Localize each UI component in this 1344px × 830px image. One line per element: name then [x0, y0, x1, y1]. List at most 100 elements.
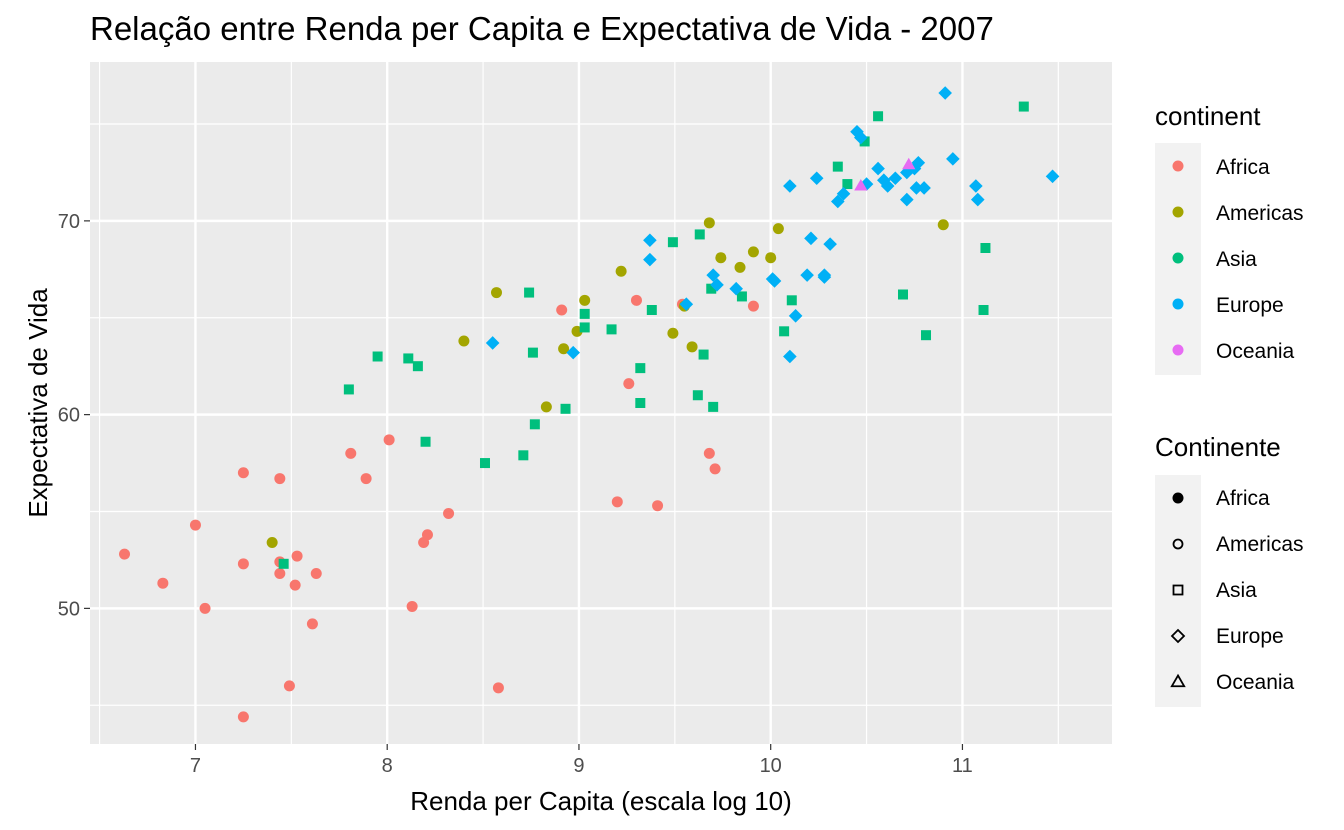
point-africa	[611, 496, 623, 508]
point-africa	[306, 618, 318, 630]
point-europe	[783, 349, 797, 364]
point-asia	[779, 326, 790, 337]
point-africa	[289, 579, 301, 591]
point-europe	[823, 237, 837, 251]
point-oceania	[854, 179, 868, 191]
point-americas	[734, 261, 746, 273]
point-asia	[343, 384, 354, 395]
point-asia	[859, 136, 870, 147]
shape-legend-label-asia: Asia	[1216, 579, 1257, 602]
point-europe	[911, 155, 926, 170]
point-americas	[266, 537, 278, 548]
color-legend-key-asia	[1172, 252, 1184, 264]
color-legend-label-oceania: Oceania	[1216, 340, 1295, 363]
point-europe	[729, 281, 743, 296]
x-tick-label: 8	[382, 755, 393, 777]
point-europe	[800, 268, 814, 282]
point-asia	[698, 349, 709, 360]
point-asia	[786, 295, 797, 306]
y-tick-label: 50	[58, 598, 80, 620]
x-tick-label: 7	[190, 755, 201, 777]
point-americas	[615, 265, 627, 277]
point-asia	[897, 289, 908, 300]
point-africa	[189, 519, 201, 531]
shape-legend: Continente Africa Americas Asia Europe O…	[1155, 432, 1304, 707]
point-africa	[310, 568, 322, 579]
point-asia	[694, 229, 705, 240]
point-africa	[237, 467, 249, 479]
point-asia	[606, 324, 617, 335]
point-americas	[772, 223, 784, 235]
point-oceania	[902, 157, 916, 170]
point-asia	[980, 243, 991, 253]
y-tick-label: 60	[58, 405, 80, 427]
point-europe	[783, 179, 797, 193]
point-americas	[686, 341, 698, 353]
point-africa	[406, 600, 418, 612]
point-europe	[854, 130, 868, 145]
point-africa	[291, 550, 303, 562]
color-legend-label-americas: Americas	[1216, 202, 1304, 225]
point-americas	[540, 401, 552, 413]
point-europe	[836, 186, 851, 201]
point-asia	[524, 287, 535, 298]
x-axis-title: Renda per Capita (escala log 10)	[410, 786, 792, 816]
shape-legend-key-asia	[1172, 584, 1184, 596]
point-asia	[278, 558, 289, 569]
point-asia	[403, 353, 414, 364]
point-americas	[667, 327, 679, 339]
point-africa	[283, 680, 295, 692]
point-asia	[706, 283, 717, 294]
point-asia	[646, 305, 657, 315]
point-africa	[747, 300, 759, 312]
point-asia	[560, 403, 571, 414]
point-europe	[1045, 169, 1060, 184]
point-africa	[492, 682, 504, 694]
point-africa	[157, 577, 169, 589]
point-europe	[767, 274, 782, 288]
point-africa	[443, 507, 455, 519]
point-europe	[809, 171, 824, 186]
point-asia	[1018, 101, 1029, 112]
y-tick-label: 70	[58, 211, 80, 233]
point-asia	[921, 330, 932, 341]
point-asia	[842, 179, 853, 190]
point-europe	[909, 181, 924, 195]
point-europe	[850, 124, 864, 139]
point-americas	[765, 252, 777, 264]
point-europe	[710, 278, 724, 292]
point-asia	[692, 390, 703, 401]
point-asia	[635, 398, 646, 408]
point-asia	[708, 401, 719, 412]
point-europe	[817, 270, 832, 284]
shape-legend-title: Continente	[1155, 432, 1281, 462]
point-europe	[566, 345, 580, 360]
point-africa	[360, 473, 372, 485]
shape-legend-key-americas	[1172, 538, 1184, 550]
shape-legend-key-background	[1155, 475, 1201, 707]
color-legend-key-europe	[1172, 298, 1184, 310]
point-europe	[900, 165, 914, 180]
color-legend-title: continent	[1155, 101, 1261, 131]
color-legend: continent Africa Americas Asia Europe Oc…	[1155, 101, 1304, 375]
point-europe	[917, 181, 931, 195]
point-europe	[871, 161, 885, 176]
shape-legend-label-americas: Americas	[1216, 533, 1304, 556]
x-tick-label: 9	[573, 755, 584, 777]
point-africa	[237, 558, 249, 570]
shape-legend-label-oceania: Oceania	[1216, 671, 1295, 694]
y-axis-title: Expectativa de Vida	[23, 288, 53, 518]
point-asia	[978, 305, 989, 315]
point-europe	[969, 179, 983, 193]
color-legend-key-africa	[1172, 160, 1184, 172]
axis-ticks: 7 8 9 10 11 50 60 70	[58, 211, 973, 777]
point-asia	[579, 322, 590, 333]
chart-title: Relação entre Renda per Capita e Expecta…	[90, 10, 994, 47]
point-africa	[119, 548, 131, 560]
point-europe	[888, 171, 903, 186]
point-americas	[490, 287, 502, 299]
x-tick-label: 10	[760, 755, 782, 777]
point-americas	[558, 343, 570, 355]
point-americas	[458, 335, 470, 347]
